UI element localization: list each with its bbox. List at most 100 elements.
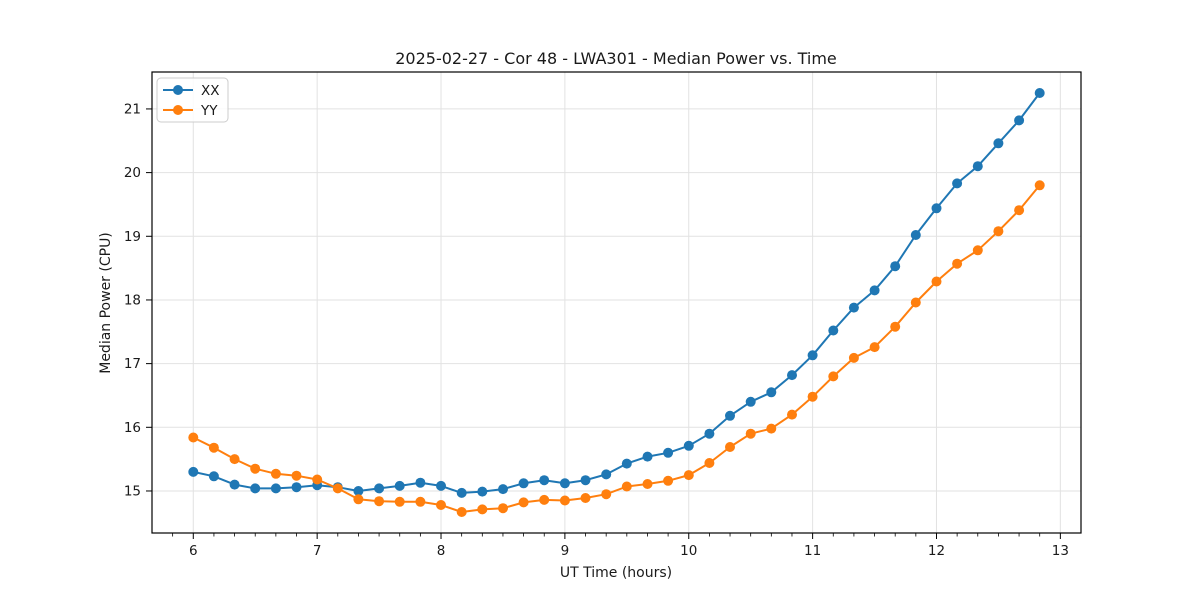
data-point-marker xyxy=(1014,205,1025,216)
data-point-marker xyxy=(683,440,694,451)
legend-marker-xx xyxy=(173,85,183,95)
data-point-marker xyxy=(332,483,343,494)
data-point-marker xyxy=(663,475,674,486)
data-point-marker xyxy=(374,483,385,494)
data-point-marker xyxy=(787,370,797,381)
data-point-marker xyxy=(910,230,921,240)
axes-frame xyxy=(151,71,1082,534)
data-point-marker xyxy=(1034,88,1045,98)
data-point-marker xyxy=(208,471,219,482)
data-point-marker xyxy=(931,276,942,287)
plot-area xyxy=(152,72,1081,533)
data-point-marker xyxy=(890,261,901,272)
legend-item-xx: XX xyxy=(163,83,220,99)
x-tick-label: 13 xyxy=(1052,543,1069,559)
y-tick-label: 21 xyxy=(124,101,141,117)
x-tick-label: 9 xyxy=(561,543,570,559)
series-xx xyxy=(188,88,1045,498)
data-point-marker xyxy=(704,428,715,439)
data-point-marker xyxy=(745,396,756,407)
y-tick-label: 20 xyxy=(124,165,141,181)
data-point-marker xyxy=(436,480,446,491)
data-point-marker xyxy=(229,454,240,465)
data-point-marker xyxy=(353,494,364,505)
data-point-marker xyxy=(394,496,405,507)
data-point-marker xyxy=(270,483,281,494)
data-point-marker xyxy=(415,496,426,507)
gridlines xyxy=(152,72,1081,533)
data-point-marker xyxy=(188,432,199,443)
data-point-marker xyxy=(807,391,818,402)
data-point-marker xyxy=(952,178,963,189)
legend-label-xx: XX xyxy=(201,83,220,99)
x-tick-label: 8 xyxy=(437,543,446,559)
legend-marker-yy xyxy=(173,105,183,115)
data-point-marker xyxy=(745,428,756,439)
data-point-marker xyxy=(250,463,261,474)
data-point-marker xyxy=(683,470,694,481)
x-tick-label: 12 xyxy=(928,543,945,559)
data-point-marker xyxy=(580,475,591,486)
data-point-marker xyxy=(890,321,901,332)
data-point-marker xyxy=(642,451,653,462)
legend: XX YY xyxy=(156,77,229,123)
data-point-marker xyxy=(725,410,735,421)
data-point-marker xyxy=(208,442,219,453)
data-point-marker xyxy=(828,371,839,382)
data-point-marker xyxy=(456,507,467,517)
data-point-marker xyxy=(539,475,550,486)
data-point-marker xyxy=(559,478,570,489)
data-point-marker xyxy=(704,458,715,468)
tick-labels: 6 7 8 9 10 11 12 13 15 16 17 18 19 20 21 xyxy=(124,101,1069,559)
data-point-marker xyxy=(1034,180,1045,191)
data-point-marker xyxy=(910,297,921,308)
y-tick-label: 17 xyxy=(124,356,141,372)
data-point-marker xyxy=(580,493,591,503)
data-point-marker xyxy=(725,442,735,452)
data-point-marker xyxy=(848,352,859,363)
data-point-marker xyxy=(498,503,508,514)
data-point-marker xyxy=(931,203,942,214)
data-point-marker xyxy=(993,226,1004,237)
data-point-marker xyxy=(621,458,632,469)
data-point-marker xyxy=(766,387,777,398)
data-point-marker xyxy=(436,500,446,510)
x-tick-label: 10 xyxy=(680,543,697,559)
data-point-marker xyxy=(642,479,653,489)
data-point-marker xyxy=(766,423,777,434)
data-point-marker xyxy=(559,495,570,506)
y-tick-label: 16 xyxy=(124,420,141,436)
y-axis-label: Median Power (CPU) xyxy=(98,232,114,374)
data-point-marker xyxy=(250,483,261,494)
data-point-marker xyxy=(477,486,488,497)
data-point-marker xyxy=(456,487,467,498)
data-point-marker xyxy=(663,447,674,458)
x-tick-label: 11 xyxy=(804,543,821,559)
data-point-marker xyxy=(312,474,323,485)
data-point-marker xyxy=(539,494,550,505)
data-point-marker xyxy=(270,468,281,479)
data-point-marker xyxy=(188,466,199,477)
data-point-marker xyxy=(621,481,632,492)
data-point-marker xyxy=(828,325,839,336)
data-point-marker xyxy=(394,480,405,491)
data-point-marker xyxy=(952,258,963,269)
data-point-marker xyxy=(374,496,385,507)
data-point-marker xyxy=(787,409,797,420)
data-point-marker xyxy=(291,482,302,493)
data-point-marker xyxy=(229,479,240,490)
legend-item-yy: YY xyxy=(163,103,218,119)
data-point-marker xyxy=(1014,115,1025,126)
data-point-marker xyxy=(972,245,983,256)
y-tick-label: 15 xyxy=(124,483,141,499)
series-yy xyxy=(188,180,1045,517)
data-point-marker xyxy=(291,470,302,481)
data-point-marker xyxy=(518,478,529,489)
chart-title: 2025-02-27 - Cor 48 - LWA301 - Median Po… xyxy=(395,49,837,68)
x-axis-label: UT Time (hours) xyxy=(560,565,672,581)
data-point-marker xyxy=(993,138,1004,149)
data-point-marker xyxy=(869,342,880,353)
data-point-marker xyxy=(869,285,880,296)
